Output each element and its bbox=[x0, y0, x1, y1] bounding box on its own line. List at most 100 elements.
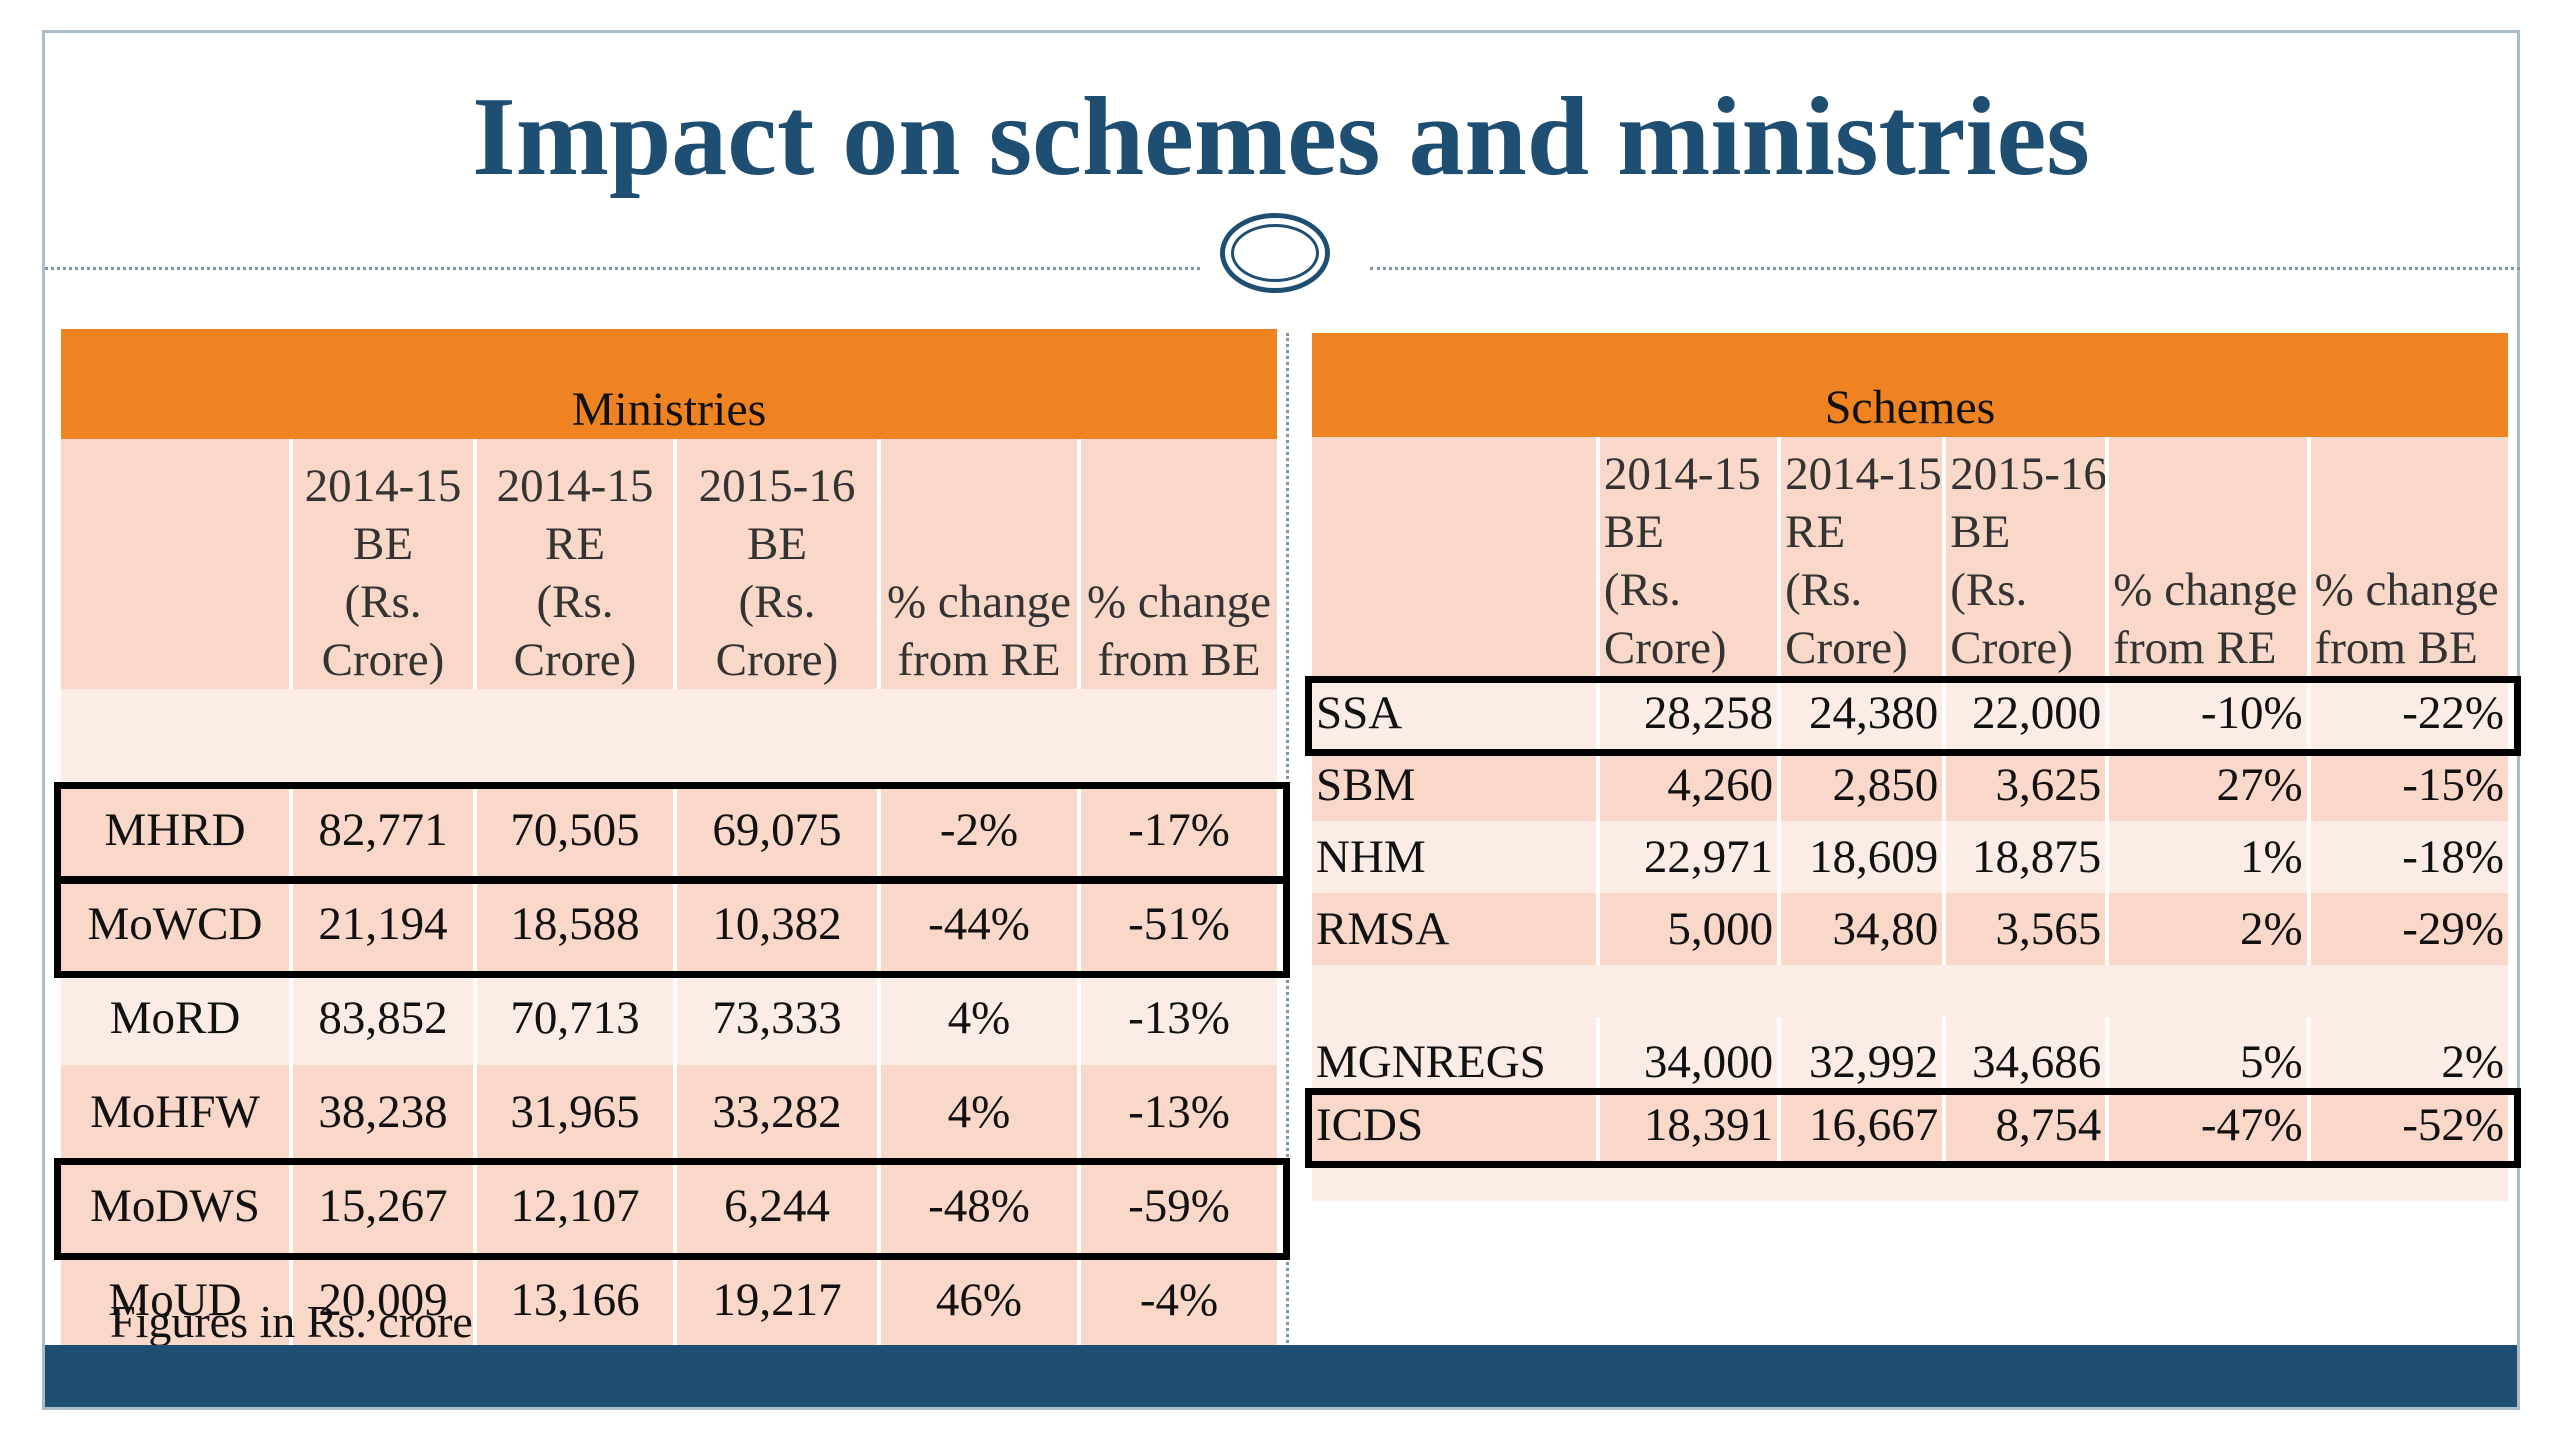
column-header: % change from RE bbox=[2109, 437, 2307, 677]
table-cell: -2% bbox=[881, 783, 1077, 877]
scheme-name: ICDS bbox=[1312, 1089, 1596, 1161]
table-cell: -4% bbox=[1081, 1253, 1278, 1347]
table-cell: 6,244 bbox=[677, 1159, 877, 1253]
column-header-line: RE bbox=[1785, 506, 1846, 558]
table-cell: 18,609 bbox=[1781, 821, 1943, 893]
footer-bar bbox=[45, 1345, 2517, 1407]
column-header-line: (Rs. bbox=[344, 576, 422, 628]
column-header-line: 2014-15 bbox=[496, 460, 654, 512]
column-header bbox=[61, 439, 289, 689]
table-row: SSA 28,258 24,380 22,000 -10% -22% bbox=[1312, 677, 2508, 749]
table-cell: 3,625 bbox=[1946, 749, 2106, 821]
column-header-line: (Rs. bbox=[1950, 564, 2028, 616]
schemes-column-headers: 2014-15 BE (Rs. Crore) 2014-15 RE (Rs. Crore) 20… bbox=[1312, 437, 2508, 677]
table-cell: -17% bbox=[1081, 783, 1278, 877]
table-cell: 21,194 bbox=[293, 877, 473, 971]
ministry-name: MHRD bbox=[61, 783, 289, 877]
column-header-line: 2014-15 bbox=[1603, 448, 1761, 500]
table-cell: 19,217 bbox=[677, 1253, 877, 1347]
table-cell: 70,505 bbox=[477, 783, 673, 877]
table-cell: -52% bbox=[2310, 1089, 2508, 1161]
table-cell: 10,382 bbox=[677, 877, 877, 971]
column-header: % change from RE bbox=[881, 439, 1077, 689]
column-header-line: BE bbox=[1603, 506, 1664, 558]
scheme-name: SBM bbox=[1312, 749, 1596, 821]
table-cell: -51% bbox=[1081, 877, 1278, 971]
ministry-name: MoRD bbox=[61, 971, 289, 1065]
schemes-table: Schemes 2014-15 BE (Rs. Crore) 2014-15 RE (Rs.… bbox=[1308, 333, 2512, 1201]
column-header-line: 2015-16 bbox=[698, 460, 856, 512]
table-cell: 5,000 bbox=[1599, 893, 1778, 965]
column-header-line: BE bbox=[1950, 506, 2011, 558]
ministries-header: Ministries bbox=[61, 329, 1278, 439]
column-header-line: % change bbox=[2314, 564, 2499, 616]
column-header-line: Crore) bbox=[321, 634, 445, 686]
table-cell: 4% bbox=[881, 1065, 1077, 1159]
schemes-rows: SSA 28,258 24,380 22,000 -10% -22% SBM 4,260 2,8… bbox=[1312, 677, 2508, 1201]
table-row: RMSA 5,000 34,80 3,565 2% -29% bbox=[1312, 893, 2508, 965]
table-row: MoWCD 21,194 18,588 10,382 -44% -51% bbox=[61, 877, 1278, 971]
column-header: 2014-15 BE (Rs. Crore) bbox=[1599, 437, 1778, 677]
table-cell: 4% bbox=[881, 971, 1077, 1065]
table-cell: -15% bbox=[2310, 749, 2508, 821]
table-row: MHRD 82,771 70,505 69,075 -2% -17% bbox=[61, 783, 1278, 877]
table-cell: 5% bbox=[2109, 1017, 2307, 1089]
table-cell: 38,238 bbox=[293, 1065, 473, 1159]
table-cell: 33,282 bbox=[677, 1065, 877, 1159]
spacer-row bbox=[1312, 965, 2508, 1017]
column-header-line: (Rs. bbox=[536, 576, 614, 628]
spacer bbox=[61, 689, 1278, 783]
table-cell: 82,771 bbox=[293, 783, 473, 877]
spacer bbox=[1312, 1161, 2508, 1201]
ministries-rows: MHRD 82,771 70,505 69,075 -2% -17% MoWCD 21,194… bbox=[61, 783, 1278, 1347]
table-cell: -13% bbox=[1081, 971, 1278, 1065]
table-cell: 34,686 bbox=[1946, 1017, 2106, 1089]
scheme-name: MGNREGS bbox=[1312, 1017, 1596, 1089]
scheme-name: NHM bbox=[1312, 821, 1596, 893]
title-divider-right bbox=[1370, 267, 2520, 270]
column-header-line: (Rs. bbox=[1603, 564, 1681, 616]
column-header-line: (Rs. bbox=[738, 576, 816, 628]
spacer-row bbox=[1312, 1161, 2508, 1201]
table-cell: 18,391 bbox=[1599, 1089, 1778, 1161]
column-header-line: RE bbox=[544, 518, 606, 570]
column-header-line: 2014-15 bbox=[304, 460, 462, 512]
column-header: 2015-16 BE (Rs. Crore) bbox=[1946, 437, 2106, 677]
column-header: 2014-15 RE (Rs. Crore) bbox=[477, 439, 673, 689]
column-header-line: % change bbox=[887, 576, 1071, 628]
table-cell: -13% bbox=[1081, 1065, 1278, 1159]
column-header-line: from BE bbox=[2314, 622, 2478, 674]
column-header bbox=[1312, 437, 1596, 677]
schemes-header: Schemes bbox=[1312, 333, 2508, 437]
table-row: MoDWS 15,267 12,107 6,244 -48% -59% bbox=[61, 1159, 1278, 1253]
footnote: Figures in Rs. crore bbox=[110, 1296, 473, 1347]
column-header-line: from BE bbox=[1097, 634, 1261, 686]
table-cell: 2% bbox=[2310, 1017, 2508, 1089]
column-header: 2014-15 BE (Rs. Crore) bbox=[293, 439, 473, 689]
circle-ornament-icon bbox=[1220, 213, 1330, 293]
table-cell: 22,000 bbox=[1946, 677, 2106, 749]
table-cell: 4,260 bbox=[1599, 749, 1778, 821]
ministry-name: MoUD bbox=[61, 1253, 289, 1347]
table-cell: 20,009 bbox=[293, 1253, 473, 1347]
table-cell: 31,965 bbox=[477, 1065, 673, 1159]
table-row: NHM 22,971 18,609 18,875 1% -18% bbox=[1312, 821, 2508, 893]
column-header: 2014-15 RE (Rs. Crore) bbox=[1781, 437, 1943, 677]
table-cell: 2% bbox=[2109, 893, 2307, 965]
column-header-line: % change bbox=[1087, 576, 1272, 628]
table-row: SBM 4,260 2,850 3,625 27% -15% bbox=[1312, 749, 2508, 821]
column-header-line: 2014-15 bbox=[1785, 448, 1942, 500]
table-cell: 24,380 bbox=[1781, 677, 1943, 749]
table-row: MoHFW 38,238 31,965 33,282 4% -13% bbox=[61, 1065, 1278, 1159]
column-header-line: Crore) bbox=[1785, 622, 1908, 674]
table-cell: 12,107 bbox=[477, 1159, 673, 1253]
column-header-line: Crore) bbox=[1603, 622, 1727, 674]
ministries-column-headers: 2014-15 BE (Rs. Crore) 2014-15 RE (Rs. Crore) 20… bbox=[61, 439, 1278, 689]
table-cell: 69,075 bbox=[677, 783, 877, 877]
table-cell: 28,258 bbox=[1599, 677, 1778, 749]
column-header-line: % change bbox=[2113, 564, 2298, 616]
table-cell: 3,565 bbox=[1946, 893, 2106, 965]
table-cell: 46% bbox=[881, 1253, 1077, 1347]
table-cell: 2,850 bbox=[1781, 749, 1943, 821]
column-divider bbox=[1286, 333, 1289, 1343]
